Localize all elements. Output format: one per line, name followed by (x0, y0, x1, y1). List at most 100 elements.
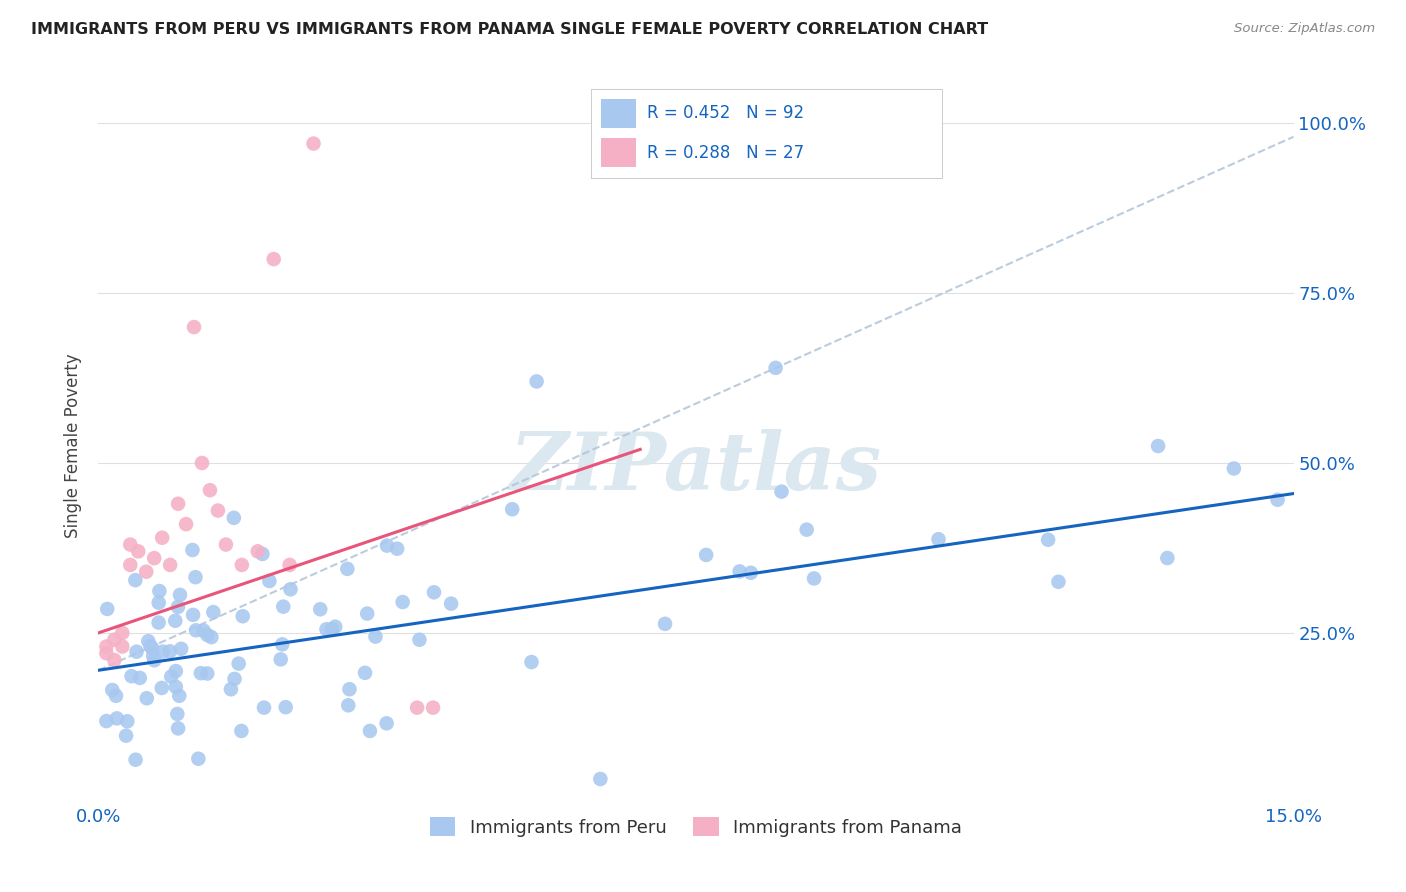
Point (927, 533, 949, 547)
Bar (602, 138, 636, 167)
Point (187, 752, 209, 766)
Point (181, 607, 204, 622)
Point (103, 653, 125, 667)
Point (654, 616, 676, 631)
Point (120, 537, 142, 551)
Point (231, 558, 253, 572)
Point (96, 714, 118, 728)
Point (184, 570, 207, 584)
Point (120, 558, 142, 572)
Point (127, 544, 149, 558)
Point (96, 640, 118, 654)
Point (167, 689, 190, 703)
Point (111, 626, 134, 640)
Text: ZIPatlas: ZIPatlas (510, 429, 882, 506)
Point (170, 641, 193, 656)
Point (253, 700, 276, 714)
Point (336, 562, 359, 576)
Point (501, 502, 523, 516)
Point (219, 682, 242, 697)
Point (263, 252, 285, 266)
Point (117, 714, 139, 729)
Point (231, 723, 253, 738)
Point (184, 624, 207, 638)
Point (526, 375, 548, 389)
Text: R = 0.452   N = 92: R = 0.452 N = 92 (647, 104, 804, 122)
Point (408, 632, 430, 647)
Point (354, 665, 377, 680)
Point (337, 698, 360, 713)
Point (174, 517, 197, 532)
Point (136, 634, 159, 648)
Point (150, 531, 173, 545)
Point (190, 666, 212, 681)
Point (1147, 439, 1170, 453)
Point (375, 539, 398, 553)
Point (222, 511, 245, 525)
Legend: Immigrants from Peru, Immigrants from Panama: Immigrants from Peru, Immigrants from Pa… (423, 809, 969, 844)
Point (770, 484, 793, 499)
Point (125, 645, 148, 659)
Point (165, 614, 187, 628)
Point (803, 571, 825, 585)
Point (270, 652, 292, 666)
Point (159, 644, 181, 658)
Point (796, 523, 818, 537)
Point (359, 723, 381, 738)
Point (200, 630, 222, 644)
Point (124, 753, 146, 767)
Point (111, 640, 134, 654)
Point (375, 716, 398, 731)
Point (148, 584, 170, 599)
Point (165, 680, 187, 694)
Point (143, 653, 166, 667)
Point (141, 641, 163, 656)
Point (765, 360, 787, 375)
Point (159, 558, 181, 572)
Point (193, 624, 215, 638)
Point (271, 637, 294, 651)
Point (165, 664, 187, 678)
Point (259, 574, 281, 588)
Point (520, 655, 543, 669)
Point (1156, 551, 1178, 566)
Point (167, 497, 190, 511)
Text: R = 0.288   N = 27: R = 0.288 N = 27 (647, 144, 804, 161)
Point (121, 669, 143, 683)
Point (385, 541, 408, 556)
Point (423, 585, 446, 599)
Point (339, 682, 361, 697)
Point (1047, 574, 1070, 589)
Point (115, 729, 138, 743)
Point (105, 711, 128, 725)
Point (391, 595, 413, 609)
Point (148, 615, 170, 630)
Point (169, 588, 191, 602)
Point (207, 503, 229, 517)
Point (167, 599, 190, 614)
Point (422, 700, 444, 714)
Point (195, 628, 218, 642)
Point (1267, 492, 1289, 507)
Point (1223, 461, 1246, 475)
Point (232, 609, 254, 624)
Point (215, 537, 238, 551)
Point (142, 648, 165, 663)
Point (96, 602, 118, 616)
Point (356, 607, 378, 621)
Point (309, 602, 332, 616)
Point (302, 136, 325, 151)
Point (101, 683, 124, 698)
Text: Source: ZipAtlas.com: Source: ZipAtlas.com (1234, 22, 1375, 36)
Point (252, 547, 274, 561)
Point (315, 622, 337, 636)
Point (167, 722, 190, 736)
Point (278, 558, 301, 572)
Point (695, 548, 717, 562)
Point (364, 630, 387, 644)
Point (246, 544, 269, 558)
Point (148, 596, 170, 610)
Point (105, 689, 128, 703)
Point (224, 672, 246, 686)
Point (271, 599, 294, 614)
